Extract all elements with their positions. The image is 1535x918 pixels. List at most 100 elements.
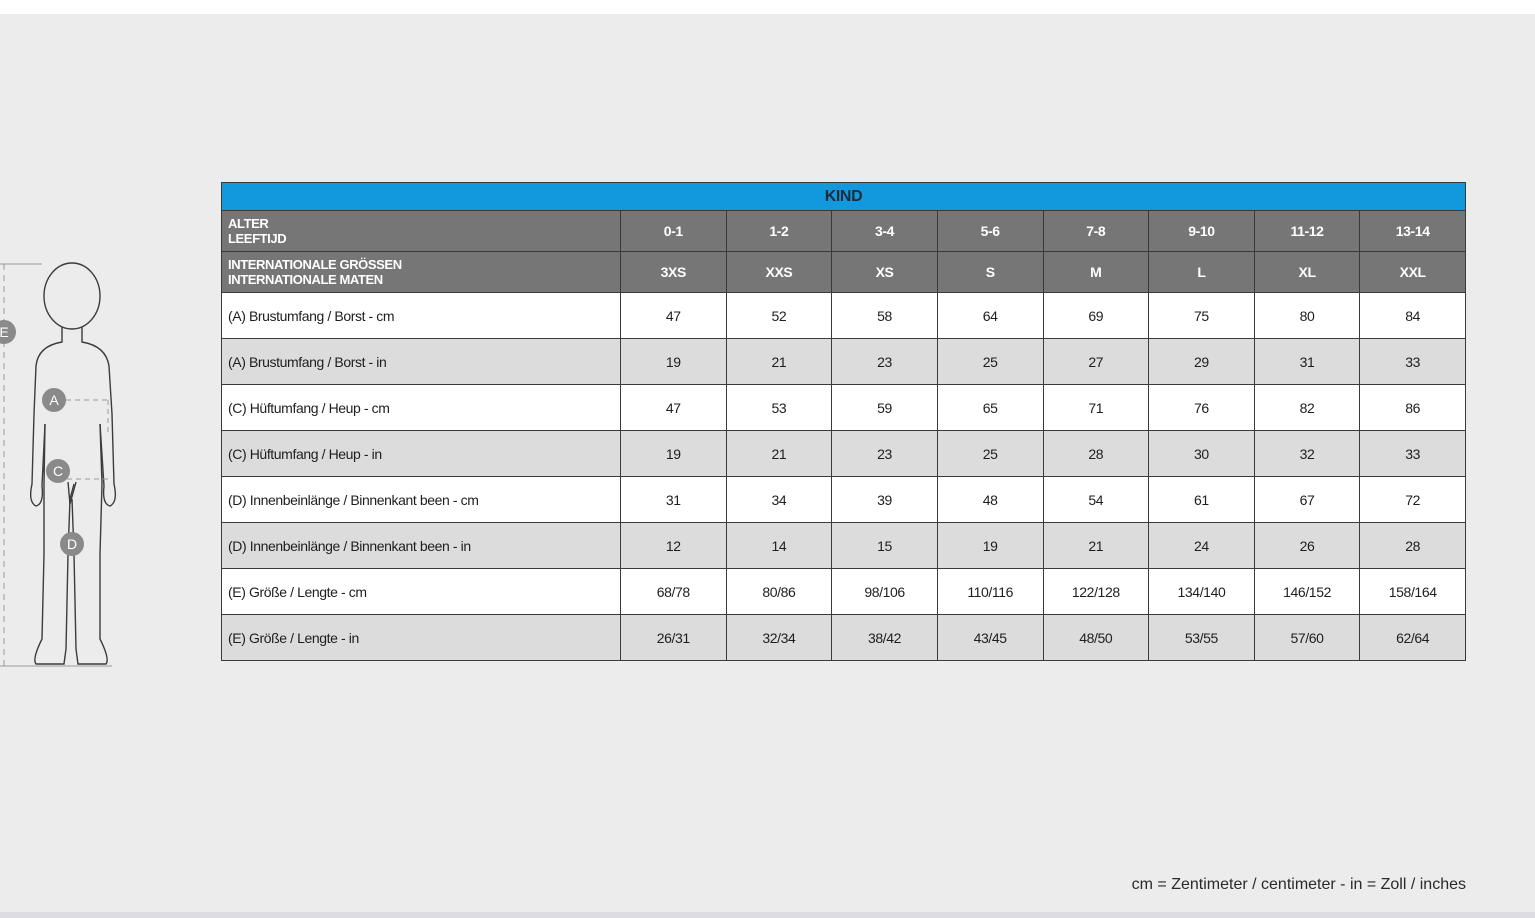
age-header-row: ALTER LEEFTIJD 0-1 1-2 3-4 5-6 7-8 9-10 … — [221, 210, 1466, 252]
table-cell: 67 — [1253, 476, 1361, 523]
table-cell: 33 — [1359, 338, 1466, 385]
table-row: (A) Brustumfang / Borst - in 19 21 23 25 27 29… — [221, 338, 1466, 385]
table-row: (E) Größe / Lengte - cm 68/78 80/86 98/106 1… — [221, 568, 1466, 615]
table-cell: 30 — [1148, 430, 1255, 477]
table-cell: 21 — [725, 430, 833, 477]
table-cell: 31 — [1253, 338, 1361, 385]
table-cell: 27 — [1042, 338, 1150, 385]
age-header-label: ALTER LEEFTIJD — [221, 210, 621, 252]
table-cell: 86 — [1359, 384, 1466, 431]
table-cell: 57/60 — [1253, 614, 1361, 661]
table-cell: 80/86 — [725, 568, 833, 615]
table-cell: 122/128 — [1042, 568, 1150, 615]
page-canvas: E A C D KIND ALTER LEEFTIJD 0-1 1-2 — [0, 14, 1535, 912]
table-cell: 25 — [936, 430, 1044, 477]
row-label: (D) Innenbeinlänge / Binnenkant been - i… — [221, 522, 621, 569]
table-cell: 59 — [831, 384, 938, 431]
table-row: (D) Innenbeinlänge / Binnenkant been - c… — [221, 476, 1466, 523]
table-cell: 32/34 — [725, 614, 833, 661]
table-cell: 82 — [1253, 384, 1361, 431]
body-outline — [29, 262, 117, 665]
table-cell: 26/31 — [620, 614, 727, 661]
bottom-strip — [0, 912, 1535, 918]
table-cell: 158/164 — [1359, 568, 1466, 615]
child-body-figure: E A C D — [0, 262, 117, 667]
size-cell: M — [1042, 251, 1150, 293]
marker-e: E — [0, 320, 16, 344]
table-cell: 21 — [1042, 522, 1150, 569]
table-row: (E) Größe / Lengte - in 26/31 32/34 38/42 43… — [221, 614, 1466, 661]
size-cell: XL — [1253, 251, 1361, 293]
table-title: KIND — [221, 182, 1466, 211]
table-cell: 76 — [1148, 384, 1255, 431]
table-row: (C) Hüftumfang / Heup - cm 47 53 59 65 71 76 82… — [221, 384, 1466, 431]
table-title-row: KIND — [221, 182, 1466, 211]
table-row: (A) Brustumfang / Borst - cm 47 52 58 64 69 75… — [221, 292, 1466, 339]
table-row: (D) Innenbeinlänge / Binnenkant been - i… — [221, 522, 1466, 569]
table-cell: 21 — [725, 338, 833, 385]
table-cell: 19 — [620, 430, 727, 477]
table-cell: 53/55 — [1148, 614, 1255, 661]
table-cell: 68/78 — [620, 568, 727, 615]
marker-d: D — [60, 532, 84, 556]
table-cell: 34 — [725, 476, 833, 523]
row-label: (A) Brustumfang / Borst - in — [221, 338, 621, 385]
table-cell: 52 — [725, 292, 833, 339]
table-cell: 146/152 — [1253, 568, 1361, 615]
size-cell: XXS — [725, 251, 833, 293]
size-cell: L — [1148, 251, 1255, 293]
table-cell: 53 — [725, 384, 833, 431]
size-cell: 3XS — [620, 251, 727, 293]
table-cell: 38/42 — [831, 614, 938, 661]
table-cell: 28 — [1042, 430, 1150, 477]
size-chart-table: KIND ALTER LEEFTIJD 0-1 1-2 3-4 5-6 7-8 … — [221, 182, 1466, 661]
table-cell: 25 — [936, 338, 1044, 385]
table-cell: 110/116 — [936, 568, 1044, 615]
row-label: (E) Größe / Lengte - in — [221, 614, 621, 661]
marker-a: A — [42, 388, 66, 412]
table-cell: 33 — [1359, 430, 1466, 477]
table-cell: 19 — [620, 338, 727, 385]
age-cell: 9-10 — [1148, 210, 1255, 252]
table-cell: 64 — [936, 292, 1044, 339]
size-header-row: INTERNATIONALE GRÖSSEN INTERNATIONALE MA… — [221, 251, 1466, 293]
svg-text:D: D — [67, 536, 77, 552]
age-cell: 0-1 — [620, 210, 727, 252]
marker-c: C — [46, 459, 70, 483]
table-cell: 26 — [1253, 522, 1361, 569]
table-cell: 65 — [936, 384, 1044, 431]
age-cell: 5-6 — [936, 210, 1044, 252]
svg-text:C: C — [53, 463, 63, 479]
table-cell: 43/45 — [936, 614, 1044, 661]
size-cell: XXL — [1359, 251, 1466, 293]
table-cell: 62/64 — [1359, 614, 1466, 661]
table-cell: 29 — [1148, 338, 1255, 385]
unit-footnote: cm = Zentimeter / centimeter - in = Zoll… — [1131, 876, 1466, 893]
table-cell: 72 — [1359, 476, 1466, 523]
table-cell: 19 — [936, 522, 1044, 569]
table-cell: 134/140 — [1148, 568, 1255, 615]
svg-text:E: E — [0, 324, 9, 340]
row-label: (C) Hüftumfang / Heup - in — [221, 430, 621, 477]
row-label: (A) Brustumfang / Borst - cm — [221, 292, 621, 339]
age-cell: 7-8 — [1042, 210, 1150, 252]
table-cell: 14 — [725, 522, 833, 569]
table-cell: 23 — [831, 338, 938, 385]
table-cell: 23 — [831, 430, 938, 477]
table-cell: 58 — [831, 292, 938, 339]
table-cell: 28 — [1359, 522, 1466, 569]
table-cell: 48/50 — [1042, 614, 1150, 661]
table-cell: 47 — [620, 384, 727, 431]
table-cell: 47 — [620, 292, 727, 339]
table-cell: 48 — [936, 476, 1044, 523]
table-cell: 31 — [620, 476, 727, 523]
table-cell: 12 — [620, 522, 727, 569]
size-cell: S — [936, 251, 1044, 293]
size-cell: XS — [831, 251, 938, 293]
table-cell: 80 — [1253, 292, 1361, 339]
age-cell: 3-4 — [831, 210, 938, 252]
table-cell: 61 — [1148, 476, 1255, 523]
svg-text:A: A — [49, 392, 59, 408]
row-label: (C) Hüftumfang / Heup - cm — [221, 384, 621, 431]
table-cell: 98/106 — [831, 568, 938, 615]
